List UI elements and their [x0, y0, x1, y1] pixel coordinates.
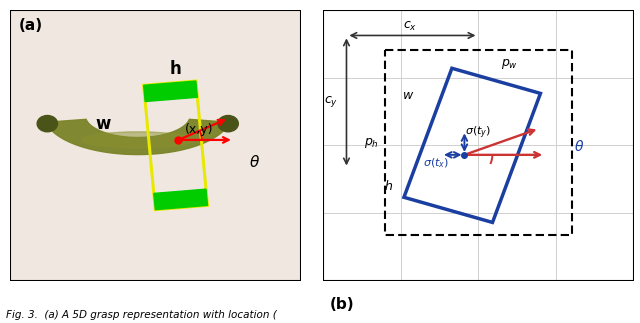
Text: $c_x$: $c_x$ — [403, 19, 417, 33]
Text: (a): (a) — [19, 18, 42, 33]
Text: $\theta$: $\theta$ — [574, 139, 584, 154]
Polygon shape — [143, 81, 197, 101]
Text: $\theta$: $\theta$ — [249, 154, 260, 170]
Polygon shape — [154, 189, 207, 210]
Text: Fig. 3.  (a) A 5D grasp representation with location (: Fig. 3. (a) A 5D grasp representation wi… — [6, 310, 277, 320]
Ellipse shape — [83, 132, 193, 148]
Ellipse shape — [218, 116, 238, 132]
Text: $\sigma(t_y)$: $\sigma(t_y)$ — [465, 125, 492, 141]
Text: $h$: $h$ — [384, 179, 393, 193]
Text: (b): (b) — [330, 297, 354, 312]
Text: $p_w$: $p_w$ — [501, 57, 518, 71]
Text: $c_y$: $c_y$ — [324, 94, 338, 109]
Bar — [385, 50, 572, 235]
Text: $\sigma(t_x)$: $\sigma(t_x)$ — [424, 156, 449, 170]
Text: h: h — [170, 60, 182, 78]
Text: $w$: $w$ — [403, 89, 415, 102]
Text: (x,y): (x,y) — [184, 122, 213, 136]
Polygon shape — [46, 119, 230, 155]
Text: w: w — [95, 115, 111, 133]
Ellipse shape — [37, 116, 58, 132]
Text: $p_h$: $p_h$ — [364, 136, 379, 150]
